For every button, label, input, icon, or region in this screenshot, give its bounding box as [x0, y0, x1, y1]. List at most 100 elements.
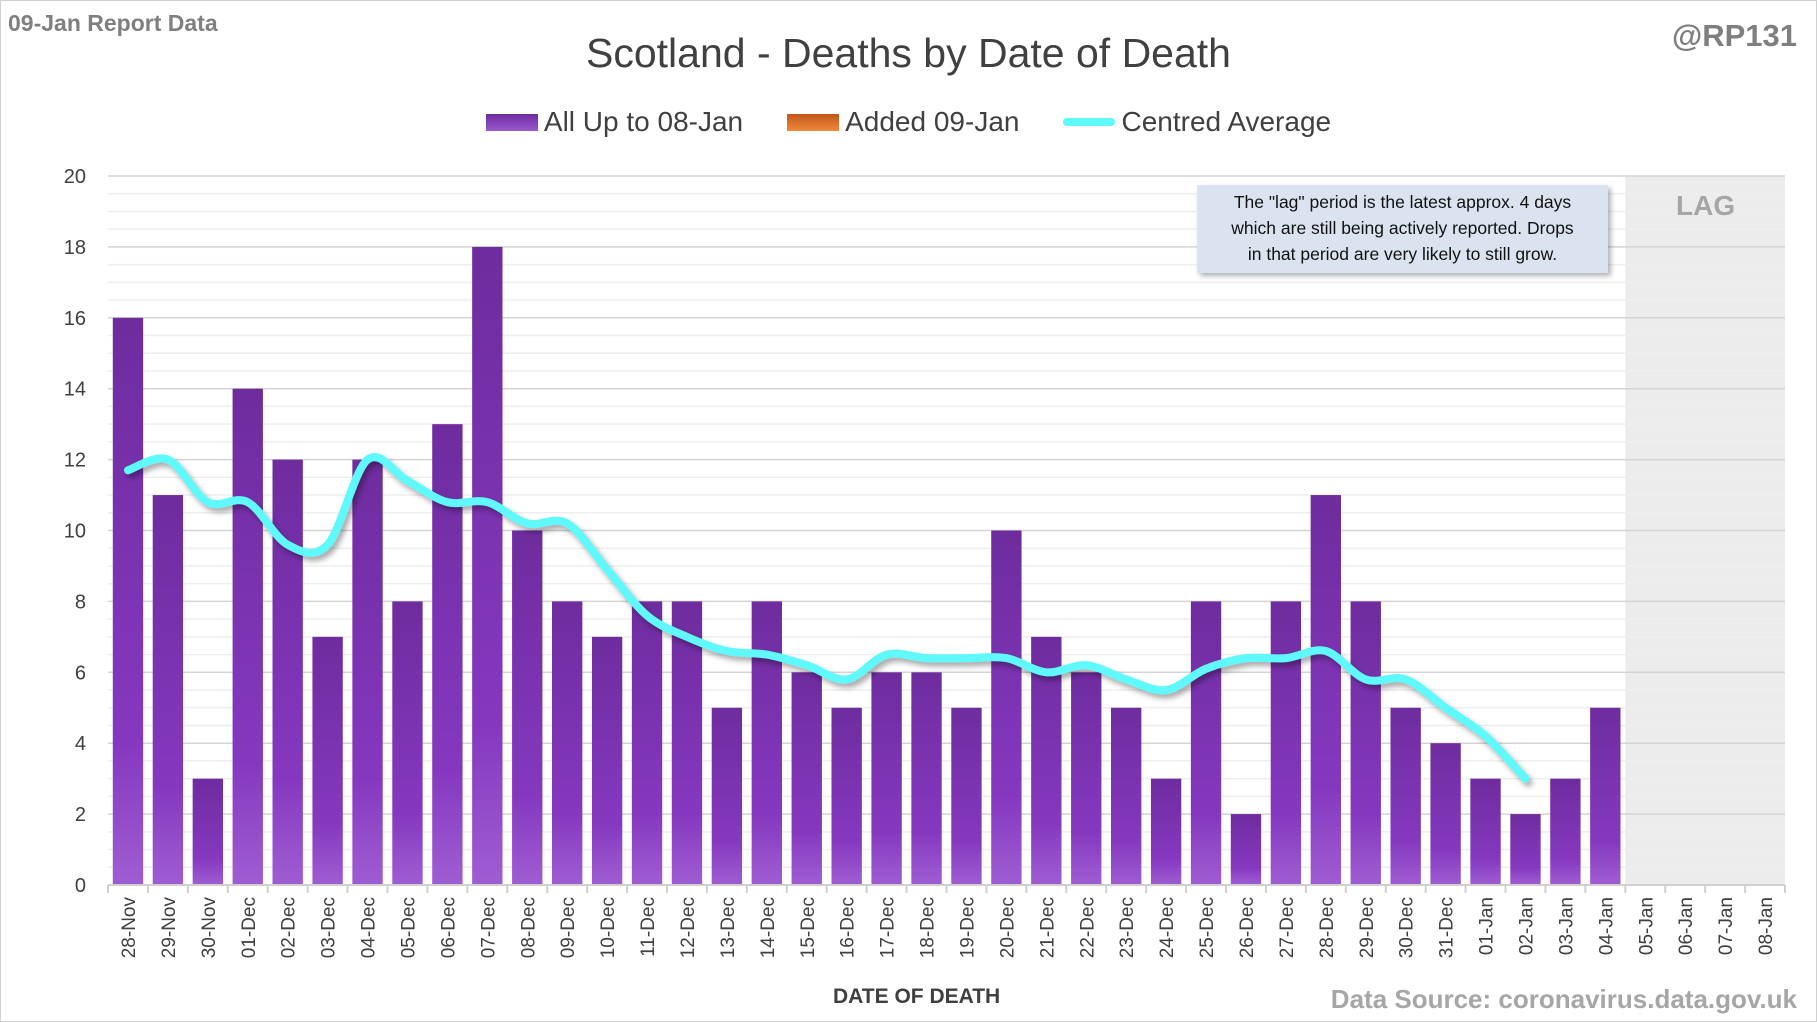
bar-all — [272, 459, 303, 885]
legend-item-all: All Up to 08-Jan — [485, 106, 743, 138]
x-tick-label: 28-Dec — [1317, 897, 1338, 958]
x-tick-label: 04-Dec — [359, 897, 380, 958]
report-label: 09-Jan Report Data — [8, 10, 218, 36]
lag-note: The "lag" period is the latest approx. 4… — [1197, 185, 1608, 273]
x-tick-label: 20-Dec — [997, 897, 1018, 958]
bar-all — [152, 495, 184, 885]
bar-all — [552, 601, 583, 885]
x-tick-label: 29-Nov — [159, 897, 180, 959]
bar-all — [671, 601, 703, 885]
legend-label: Added 09-Jan — [845, 106, 1020, 137]
legend-swatch-line — [1063, 118, 1116, 126]
x-tick-label: 26-Dec — [1237, 897, 1258, 958]
lag-label: LAG — [1676, 190, 1736, 221]
x-tick-label: 24-Dec — [1157, 897, 1178, 958]
x-tick-label: 12-Dec — [678, 897, 699, 958]
x-tick-label: 08-Dec — [518, 897, 539, 958]
author-handle: @RP131 — [1671, 18, 1797, 53]
y-tick-label: 8 — [75, 591, 86, 613]
bar-all — [232, 388, 263, 885]
x-tick-label: 01-Jan — [1477, 897, 1498, 955]
bar-all — [432, 424, 463, 885]
bar-all — [1310, 495, 1341, 885]
bar-all — [312, 636, 343, 885]
bar-all — [1150, 778, 1182, 885]
y-tick-label: 16 — [64, 308, 86, 330]
bar-all — [791, 672, 822, 885]
x-tick-label: 10-Dec — [598, 897, 619, 958]
legend-swatch-orange — [787, 113, 840, 131]
x-tick-label: 11-Dec — [638, 897, 659, 957]
bar-all — [1550, 778, 1581, 885]
x-tick-label: 29-Dec — [1357, 897, 1378, 958]
x-tick-label: 19-Dec — [957, 897, 978, 958]
x-tick-label: 31-Dec — [1437, 897, 1458, 958]
bar-all — [1390, 707, 1421, 885]
y-tick-label: 12 — [64, 450, 86, 472]
bar-all — [192, 778, 223, 885]
bar-all — [1230, 814, 1262, 885]
x-tick-label: 22-Dec — [1077, 897, 1098, 958]
bar-all — [472, 246, 503, 885]
x-tick-label: 15-Dec — [798, 897, 819, 958]
bar-all — [1470, 778, 1501, 885]
chart-title: Scotland - Deaths by Date of Death — [586, 30, 1231, 76]
x-tick-label: 18-Dec — [918, 897, 939, 958]
x-tick-label: 30-Dec — [1397, 897, 1418, 958]
y-tick-label: 18 — [64, 237, 86, 259]
x-tick-label: 01-Dec — [239, 897, 260, 958]
note-line: which are still being actively reported.… — [1231, 218, 1574, 238]
bar-all — [951, 707, 982, 885]
bar-all — [112, 317, 144, 885]
legend-item-added: Added 09-Jan — [787, 106, 1019, 138]
y-tick-label: 20 — [64, 166, 86, 188]
bar-all — [871, 672, 902, 885]
x-tick-label: 28-Nov — [119, 897, 140, 959]
x-tick-label: 25-Dec — [1197, 897, 1218, 958]
x-tick-label: 30-Nov — [199, 897, 220, 959]
bar-all — [911, 672, 942, 885]
x-tick-label: 03-Jan — [1556, 897, 1577, 955]
bar-all — [1031, 636, 1062, 885]
x-tick-label: 02-Jan — [1516, 897, 1537, 955]
bar-all — [1430, 743, 1461, 885]
note-line: The "lag" period is the latest approx. 4… — [1233, 192, 1572, 212]
x-tick-label: 05-Jan — [1636, 897, 1657, 955]
bar-all — [831, 707, 862, 885]
x-tick-label: 07-Dec — [478, 897, 499, 958]
x-tick-label: 08-Jan — [1756, 897, 1777, 955]
bar-all — [512, 530, 543, 885]
x-tick-label: 04-Jan — [1596, 897, 1617, 955]
y-tick-label: 14 — [64, 379, 86, 401]
legend-item-average: Centred Average — [1063, 106, 1331, 138]
x-tick-label: 23-Dec — [1117, 897, 1138, 958]
bar-all — [991, 530, 1022, 885]
y-tick-label: 6 — [75, 662, 86, 684]
x-tick-label: 02-Dec — [279, 897, 300, 958]
x-tick-label: 21-Dec — [1037, 897, 1058, 958]
bar-all — [711, 707, 743, 885]
x-tick-label: 09-Dec — [558, 897, 579, 958]
legend: All Up to 08-Jan Added 09-Jan Centred Av… — [0, 106, 1817, 138]
bar-all — [1190, 601, 1222, 885]
y-tick-label: 2 — [75, 804, 86, 826]
x-tick-label: 07-Jan — [1716, 897, 1737, 955]
bar-all — [1111, 707, 1142, 885]
x-tick-label: 03-Dec — [319, 897, 340, 958]
bar-all — [591, 636, 623, 885]
x-tick-label: 13-Dec — [718, 897, 739, 958]
x-tick-label: 17-Dec — [878, 897, 899, 958]
y-tick-label: 0 — [75, 875, 86, 897]
centred-average-line — [123, 453, 1530, 783]
legend-swatch-purple — [485, 113, 538, 131]
x-tick-label: 14-Dec — [758, 897, 779, 958]
legend-label: Centred Average — [1121, 106, 1332, 137]
bar-all — [392, 601, 423, 885]
bar-all — [631, 601, 663, 885]
y-tick-label: 4 — [75, 733, 86, 755]
bar-all — [1590, 707, 1621, 885]
x-tick-label: 27-Dec — [1277, 897, 1298, 958]
note-line: in that period are very likely to still … — [1247, 244, 1558, 264]
bar-all — [1071, 672, 1102, 885]
